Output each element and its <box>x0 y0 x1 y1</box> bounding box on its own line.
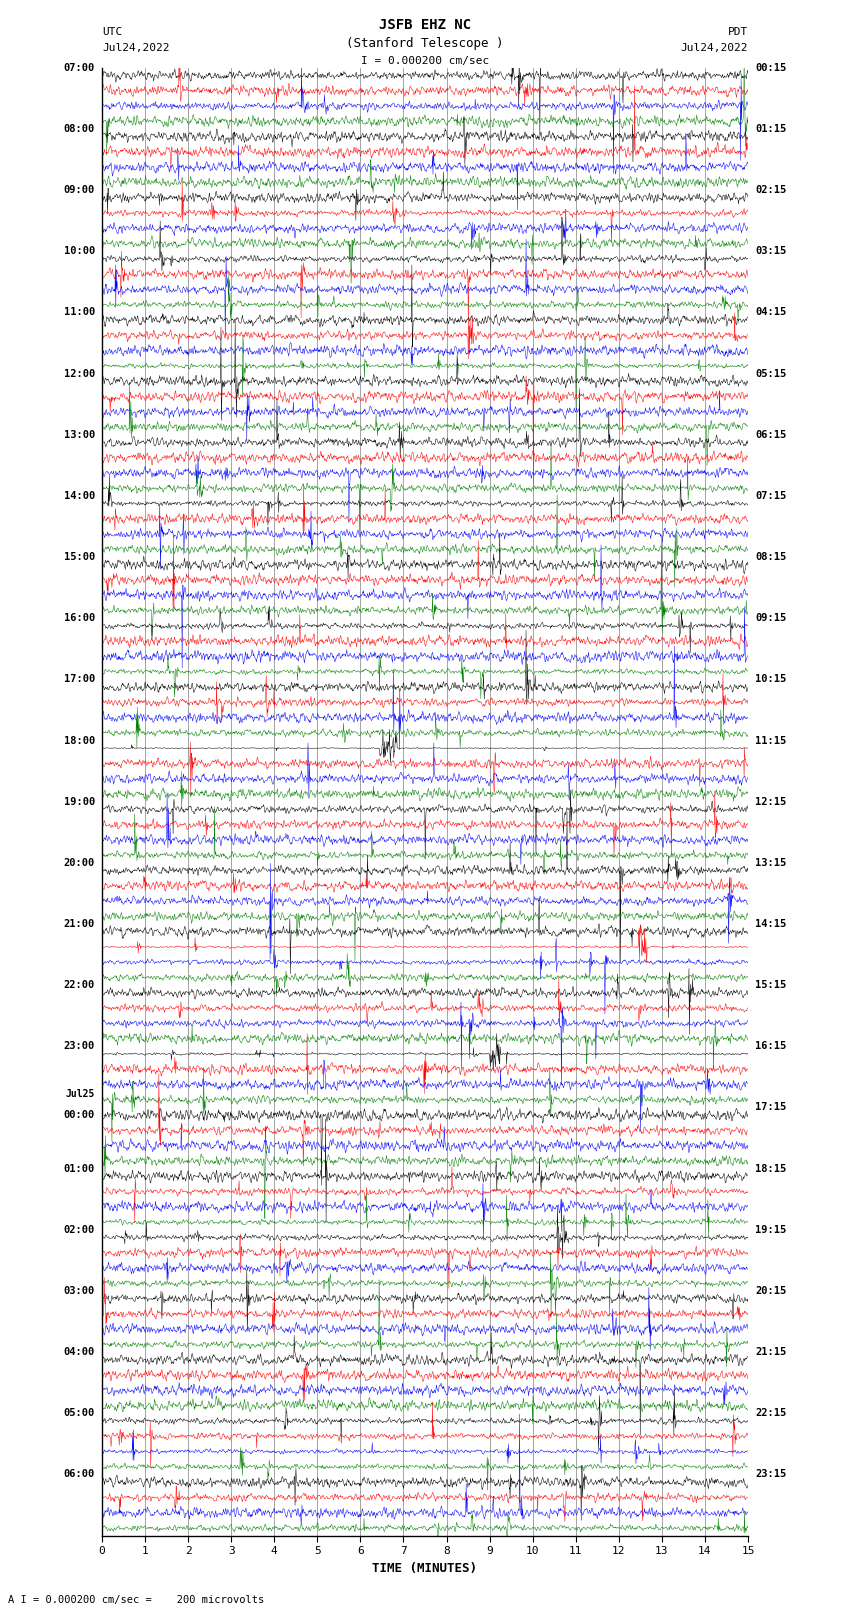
Text: 01:15: 01:15 <box>755 124 786 134</box>
Text: 23:15: 23:15 <box>755 1469 786 1479</box>
Text: 13:15: 13:15 <box>755 858 786 868</box>
Text: 11:15: 11:15 <box>755 736 786 745</box>
Text: 06:15: 06:15 <box>755 429 786 440</box>
Text: 20:00: 20:00 <box>64 858 95 868</box>
Text: 18:15: 18:15 <box>755 1163 786 1174</box>
Text: 00:00: 00:00 <box>64 1110 95 1121</box>
Text: 19:00: 19:00 <box>64 797 95 806</box>
Text: 21:15: 21:15 <box>755 1347 786 1357</box>
Text: I = 0.000200 cm/sec: I = 0.000200 cm/sec <box>361 56 489 66</box>
Text: 05:00: 05:00 <box>64 1408 95 1418</box>
Text: 08:00: 08:00 <box>64 124 95 134</box>
Text: 22:15: 22:15 <box>755 1408 786 1418</box>
Text: 04:15: 04:15 <box>755 308 786 318</box>
Text: 14:00: 14:00 <box>64 490 95 502</box>
Text: 17:15: 17:15 <box>755 1102 786 1113</box>
Text: 16:00: 16:00 <box>64 613 95 623</box>
Text: 10:15: 10:15 <box>755 674 786 684</box>
Text: 00:15: 00:15 <box>755 63 786 73</box>
Text: 07:00: 07:00 <box>64 63 95 73</box>
Text: 23:00: 23:00 <box>64 1042 95 1052</box>
Text: 06:00: 06:00 <box>64 1469 95 1479</box>
Text: Jul25: Jul25 <box>65 1089 95 1098</box>
Text: 21:00: 21:00 <box>64 919 95 929</box>
Text: 16:15: 16:15 <box>755 1042 786 1052</box>
Text: 19:15: 19:15 <box>755 1224 786 1236</box>
Text: 02:00: 02:00 <box>64 1224 95 1236</box>
Text: 11:00: 11:00 <box>64 308 95 318</box>
Text: 20:15: 20:15 <box>755 1286 786 1295</box>
Text: 12:00: 12:00 <box>64 368 95 379</box>
Text: 15:00: 15:00 <box>64 552 95 561</box>
Text: 22:00: 22:00 <box>64 981 95 990</box>
Text: 09:00: 09:00 <box>64 185 95 195</box>
Text: 02:15: 02:15 <box>755 185 786 195</box>
Text: Jul24,2022: Jul24,2022 <box>681 44 748 53</box>
Text: UTC: UTC <box>102 27 122 37</box>
Text: 13:00: 13:00 <box>64 429 95 440</box>
Text: 08:15: 08:15 <box>755 552 786 561</box>
Text: 01:00: 01:00 <box>64 1163 95 1174</box>
Text: A I = 0.000200 cm/sec =    200 microvolts: A I = 0.000200 cm/sec = 200 microvolts <box>8 1595 264 1605</box>
Text: 14:15: 14:15 <box>755 919 786 929</box>
Text: PDT: PDT <box>728 27 748 37</box>
Text: 15:15: 15:15 <box>755 981 786 990</box>
Text: 03:00: 03:00 <box>64 1286 95 1295</box>
Text: 03:15: 03:15 <box>755 247 786 256</box>
Text: 10:00: 10:00 <box>64 247 95 256</box>
X-axis label: TIME (MINUTES): TIME (MINUTES) <box>372 1561 478 1574</box>
Text: (Stanford Telescope ): (Stanford Telescope ) <box>346 37 504 50</box>
Text: 04:00: 04:00 <box>64 1347 95 1357</box>
Text: 17:00: 17:00 <box>64 674 95 684</box>
Text: 18:00: 18:00 <box>64 736 95 745</box>
Text: 07:15: 07:15 <box>755 490 786 502</box>
Text: 09:15: 09:15 <box>755 613 786 623</box>
Text: 05:15: 05:15 <box>755 368 786 379</box>
Text: Jul24,2022: Jul24,2022 <box>102 44 169 53</box>
Text: JSFB EHZ NC: JSFB EHZ NC <box>379 18 471 32</box>
Text: 12:15: 12:15 <box>755 797 786 806</box>
